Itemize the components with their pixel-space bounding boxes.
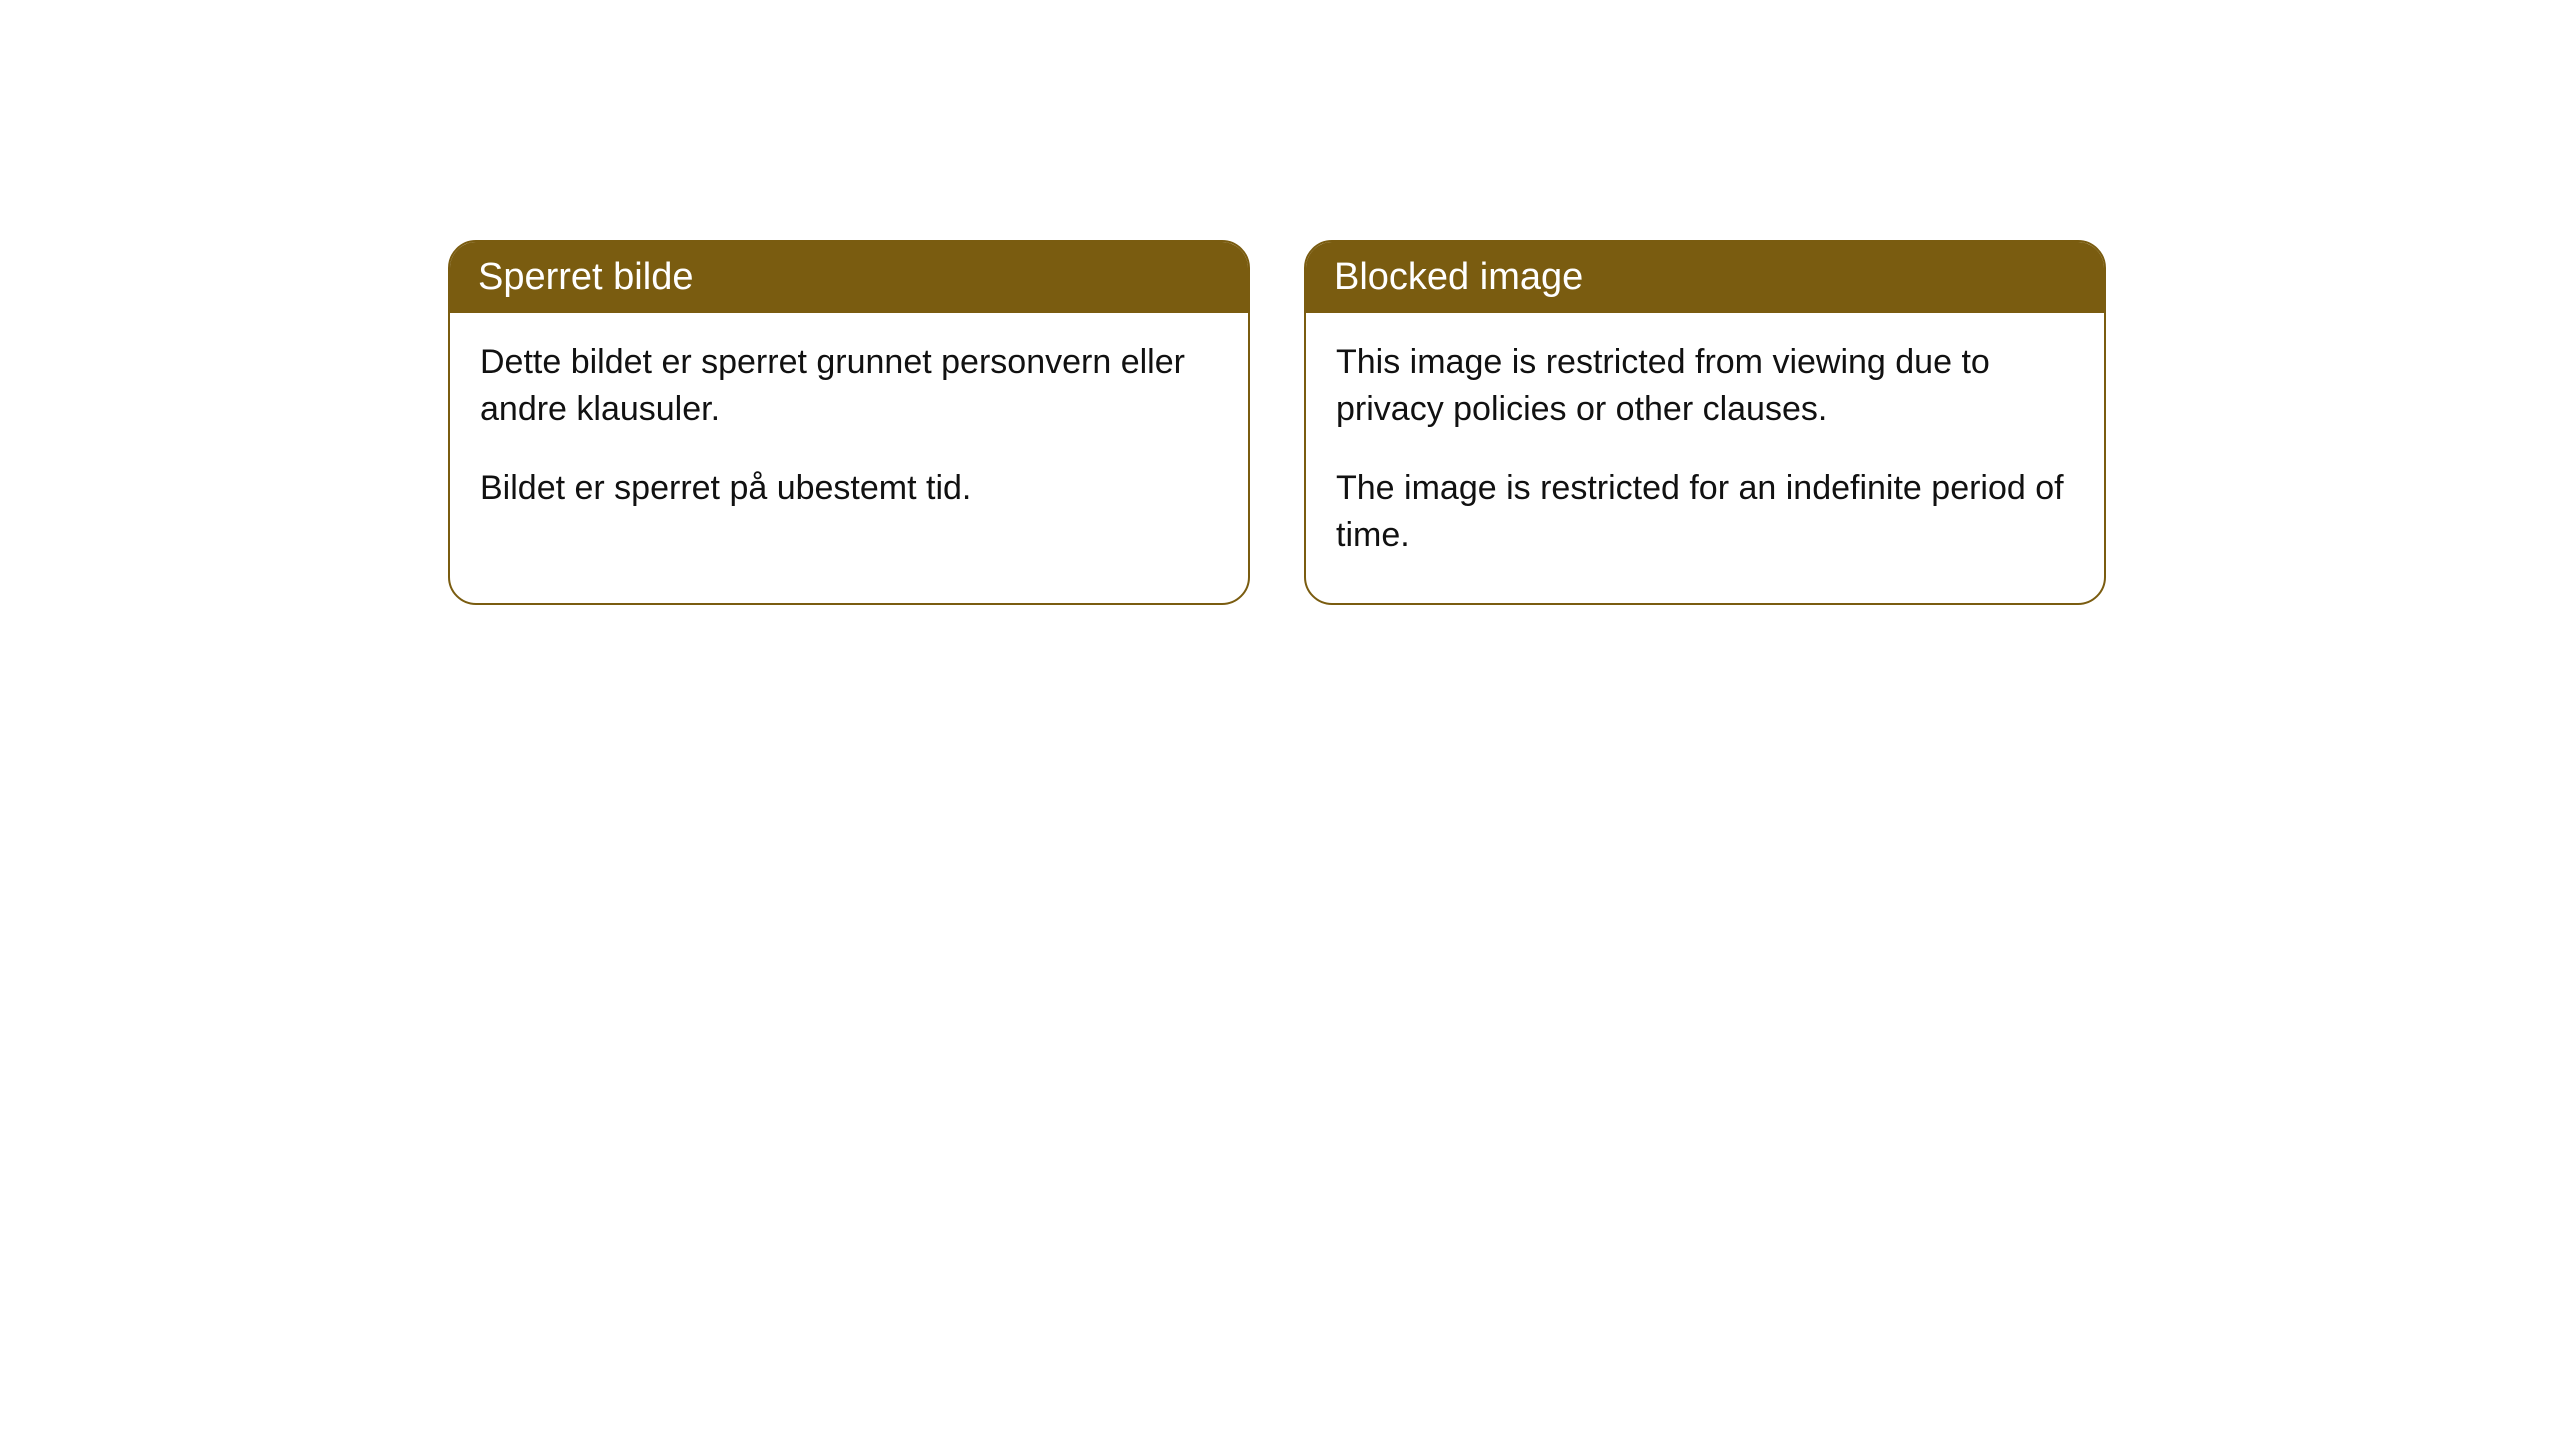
card-header: Blocked image bbox=[1306, 242, 2104, 313]
notice-cards-container: Sperret bilde Dette bildet er sperret gr… bbox=[0, 0, 2560, 605]
card-paragraph: Bildet er sperret på ubestemt tid. bbox=[480, 465, 1218, 512]
card-paragraph: The image is restricted for an indefinit… bbox=[1336, 465, 2074, 559]
blocked-image-card-english: Blocked image This image is restricted f… bbox=[1304, 240, 2106, 605]
card-header: Sperret bilde bbox=[450, 242, 1248, 313]
card-body: Dette bildet er sperret grunnet personve… bbox=[450, 313, 1248, 556]
card-title: Blocked image bbox=[1334, 256, 1583, 298]
card-body: This image is restricted from viewing du… bbox=[1306, 313, 2104, 603]
card-paragraph: Dette bildet er sperret grunnet personve… bbox=[480, 339, 1218, 433]
card-paragraph: This image is restricted from viewing du… bbox=[1336, 339, 2074, 433]
card-title: Sperret bilde bbox=[478, 256, 693, 298]
blocked-image-card-norwegian: Sperret bilde Dette bildet er sperret gr… bbox=[448, 240, 1250, 605]
